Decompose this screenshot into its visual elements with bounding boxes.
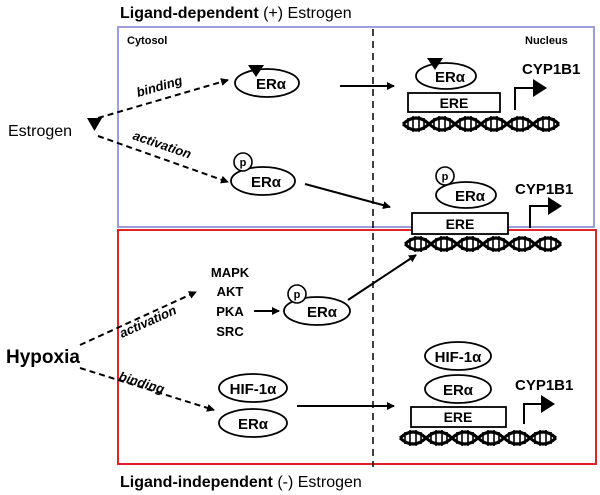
er-label: ERα (307, 304, 338, 321)
label-estrogen: Estrogen (8, 123, 72, 140)
er-label: ERα (251, 174, 282, 191)
phosphate-icon (233, 152, 253, 172)
ere-label: ERE (444, 409, 473, 425)
phosphate-label: p (240, 157, 247, 169)
nuclear-complex-phosphorylated: ERα p ERE CYP1B1 (403, 166, 573, 254)
kinase-mapk: MAPK (211, 265, 250, 280)
transcription-arrowhead (541, 395, 555, 413)
er-ellipse (234, 68, 300, 98)
er-label: ERα (443, 382, 474, 399)
cytosol-er-phosphorylated: ERα p (230, 152, 296, 196)
estrogen-ligand-icon (87, 118, 102, 131)
er-label: ERα (238, 416, 269, 433)
ere-box (410, 406, 507, 428)
phosphate-icon (435, 166, 455, 186)
estrogen-activation-arrow (97, 135, 229, 184)
hif-label: HIF-1α (435, 349, 483, 366)
label-hypoxia: Hypoxia (6, 347, 80, 368)
ere-box (411, 212, 509, 235)
kinase-src: SRC (216, 324, 244, 339)
er-ellipse (424, 374, 492, 404)
ere-label: ERE (446, 216, 475, 232)
phosphate-icon (287, 284, 307, 304)
ere-box (407, 92, 501, 113)
ere-label: ERE (440, 95, 469, 111)
hif-ellipse (424, 341, 492, 371)
dna-helix (403, 234, 563, 254)
ligand-dependent-box (117, 26, 595, 228)
er-label: ERα (455, 188, 486, 205)
kinase-pka: PKA (216, 304, 244, 319)
translocation-arrow-kinase (347, 254, 417, 301)
phosphate-label: p (442, 171, 449, 183)
er-label: ERα (256, 76, 287, 93)
estrogen-ligand-icon (427, 58, 443, 70)
transcription-arrowhead (533, 79, 547, 97)
estrogen-binding-arrow (97, 78, 229, 119)
nuclear-complex-estrogen-bound: ERα ERE CYP1B1 (401, 58, 580, 134)
dna-helix (398, 428, 558, 448)
dna-helix (401, 114, 561, 134)
label-binding-hypoxia: binding (117, 369, 166, 397)
label-activation-estrogen: activation (131, 128, 193, 162)
er-label: ERα (435, 69, 466, 86)
ligand-independent-box (117, 229, 597, 465)
er-ellipse (230, 166, 296, 196)
label-nucleus: Nucleus (525, 35, 568, 47)
gene-label: CYP1B1 (522, 61, 580, 78)
cytosol-er-kinase-phosphorylated: ERα p (283, 284, 351, 326)
gene-label: CYP1B1 (515, 377, 573, 394)
estrogen-ligand-icon (248, 65, 264, 77)
kinase-akt: AKT (217, 284, 244, 299)
transcription-arrow (523, 403, 541, 424)
er-ellipse (218, 408, 288, 438)
er-ellipse (435, 181, 497, 209)
label-cytosol: Cytosol (127, 35, 167, 47)
title-ligand-dependent: Ligand-dependent (+) Estrogen (120, 5, 352, 22)
er-ellipse (283, 296, 351, 326)
label-activation-hypoxia: activation (117, 302, 179, 340)
gene-label: CYP1B1 (515, 181, 573, 198)
cytosol-er-bound-estrogen: ERα (234, 65, 300, 98)
nuclear-complex-hif: HIF-1α ERα ERE CYP1B1 (398, 341, 573, 448)
title-ligand-independent: Ligand-independent (-) Estrogen (120, 474, 362, 491)
er-ellipse (415, 62, 477, 90)
phosphate-label: p (294, 289, 301, 301)
cytosol-hif-er-complex: HIF-1α ERα (218, 373, 288, 438)
hypoxia-activation-arrow (79, 291, 197, 346)
transcription-arrow (529, 205, 548, 228)
hif-label: HIF-1α (230, 381, 278, 398)
transcription-arrow (514, 87, 533, 110)
hypoxia-binding-arrow (79, 367, 215, 412)
translocation-arrow-phospho (304, 183, 391, 210)
transcription-arrowhead (548, 197, 562, 215)
hif-ellipse (218, 373, 288, 403)
